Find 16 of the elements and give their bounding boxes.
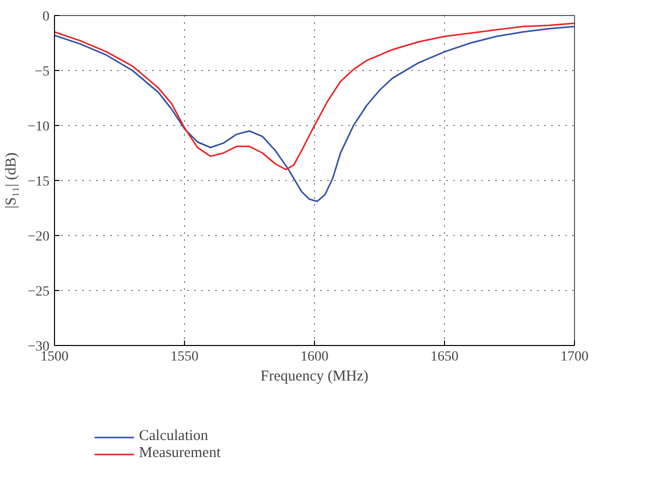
y-axis-title: |S₁₁| (dB) [4, 152, 20, 209]
x-axis-title: Frequency (MHz) [260, 368, 368, 384]
y-tick-label: −20 [28, 230, 50, 244]
y-tick-label: −15 [28, 174, 50, 190]
line-series [54, 26, 574, 202]
line-series [54, 22, 574, 170]
x-tick-label: 1600 [300, 350, 328, 364]
y-tick-label: −5 [34, 64, 50, 80]
y-tick-label: 0 [42, 10, 50, 24]
y-tick-label: −10 [28, 120, 50, 134]
y-tick-label: −25 [28, 284, 50, 300]
legend-label: Calculation [139, 428, 208, 445]
x-tick-label: 1650 [430, 350, 458, 364]
x-tick-label: 1700 [560, 350, 588, 364]
x-tick-label: 1550 [170, 350, 198, 364]
legend-label: Measurement [139, 445, 221, 462]
